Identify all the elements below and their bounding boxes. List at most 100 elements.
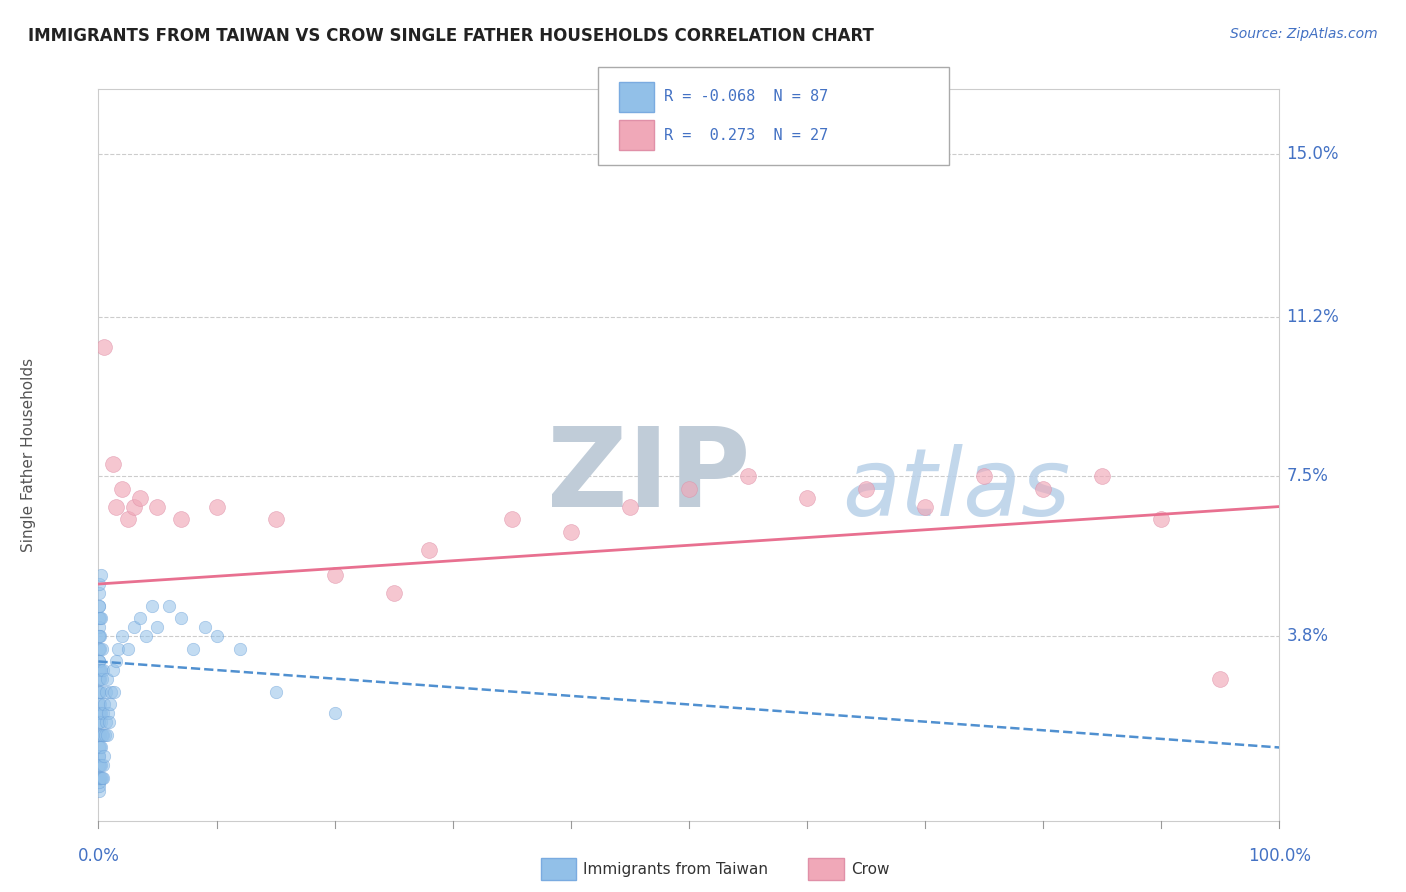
Point	[619, 500, 641, 514]
Point	[501, 512, 523, 526]
Point	[89, 655, 111, 669]
Point	[98, 698, 121, 712]
Text: 3.8%: 3.8%	[1286, 626, 1329, 645]
Point	[87, 706, 110, 720]
Point	[89, 698, 111, 712]
Point	[181, 641, 204, 656]
Point	[90, 714, 112, 729]
Point	[737, 469, 759, 483]
Text: R = -0.068  N = 87: R = -0.068 N = 87	[664, 89, 828, 103]
Point	[89, 684, 111, 698]
Text: 0.0%: 0.0%	[77, 847, 120, 865]
Point	[101, 663, 124, 677]
Point	[205, 629, 228, 643]
Point	[91, 728, 114, 742]
Point	[97, 706, 120, 720]
Point	[96, 728, 118, 742]
Point	[323, 706, 346, 720]
Point	[100, 684, 122, 698]
Point	[87, 714, 110, 729]
Point	[323, 568, 346, 582]
Text: Immigrants from Taiwan: Immigrants from Taiwan	[583, 863, 769, 877]
Point	[146, 500, 169, 514]
Point	[89, 706, 111, 720]
Point	[94, 684, 117, 698]
Point	[87, 757, 110, 772]
Point	[91, 728, 114, 742]
Point	[90, 757, 112, 772]
Point	[105, 500, 128, 514]
Point	[111, 629, 134, 643]
Point	[101, 457, 124, 471]
Text: 7.5%: 7.5%	[1286, 467, 1329, 485]
Point	[89, 599, 111, 613]
Point	[87, 672, 110, 686]
Point	[89, 749, 111, 764]
Point	[264, 512, 287, 526]
Point	[89, 629, 111, 643]
Point	[90, 611, 112, 625]
Text: 100.0%: 100.0%	[1249, 847, 1310, 865]
Point	[105, 655, 128, 669]
Text: R =  0.273  N = 27: R = 0.273 N = 27	[664, 128, 828, 143]
Text: Source: ZipAtlas.com: Source: ZipAtlas.com	[1230, 27, 1378, 41]
Point	[146, 620, 169, 634]
Point	[91, 757, 114, 772]
Point	[117, 641, 139, 656]
Point	[157, 599, 180, 613]
Point	[87, 641, 110, 656]
Point	[117, 512, 139, 526]
Point	[89, 740, 111, 755]
Point	[122, 500, 145, 514]
Point	[91, 672, 114, 686]
Point	[194, 620, 217, 634]
Point	[87, 783, 110, 797]
Point	[107, 641, 129, 656]
Point	[91, 663, 114, 677]
Point	[87, 771, 110, 785]
Point	[91, 771, 114, 785]
Point	[94, 714, 117, 729]
Point	[87, 740, 110, 755]
Point	[89, 663, 111, 677]
Point	[914, 500, 936, 514]
Point	[1150, 512, 1173, 526]
Point	[87, 779, 110, 793]
Point	[87, 599, 110, 613]
Point	[170, 611, 193, 625]
Point	[90, 684, 112, 698]
Text: Single Father Households: Single Father Households	[21, 358, 35, 552]
Point	[87, 577, 110, 591]
Point	[678, 483, 700, 497]
Point	[1209, 672, 1232, 686]
Point	[205, 500, 228, 514]
Point	[91, 641, 114, 656]
Point	[796, 491, 818, 505]
Point	[560, 525, 582, 540]
Point	[135, 629, 157, 643]
Point	[90, 663, 112, 677]
Point	[128, 491, 150, 505]
Point	[87, 620, 110, 634]
Point	[91, 771, 114, 785]
Point	[90, 771, 112, 785]
Point	[973, 469, 995, 483]
Point	[128, 611, 150, 625]
Point	[98, 714, 121, 729]
Point	[87, 629, 110, 643]
Point	[89, 714, 111, 729]
Point	[170, 512, 193, 526]
Point	[87, 684, 110, 698]
Point	[87, 655, 110, 669]
Text: 11.2%: 11.2%	[1286, 309, 1340, 326]
Point	[103, 684, 125, 698]
Text: 15.0%: 15.0%	[1286, 145, 1339, 162]
Point	[89, 728, 111, 742]
Point	[122, 620, 145, 634]
Text: atlas: atlas	[842, 444, 1071, 535]
Point	[229, 641, 252, 656]
Text: Crow: Crow	[851, 863, 889, 877]
Point	[264, 684, 287, 698]
Point	[141, 599, 163, 613]
Point	[90, 706, 112, 720]
